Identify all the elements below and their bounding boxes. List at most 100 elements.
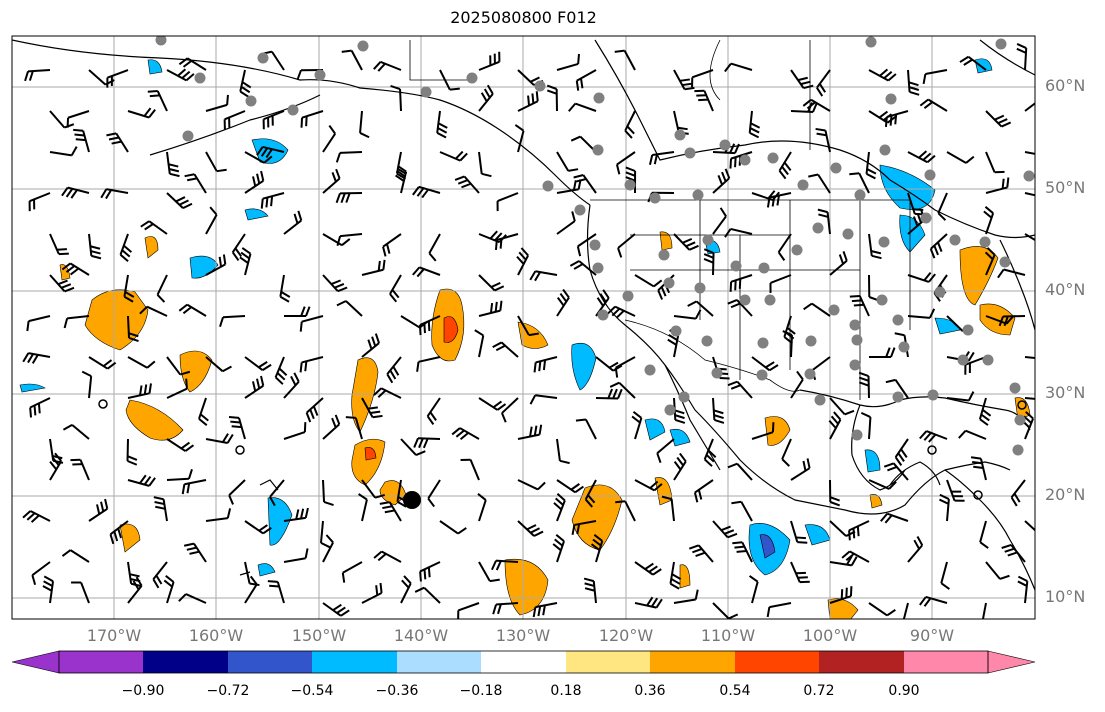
wind-barb-flag (61, 186, 69, 197)
wind-barb-flag (492, 604, 498, 615)
wind-barb-flag (143, 475, 152, 486)
wind-barb (634, 274, 663, 288)
wind-barb-flag (26, 512, 36, 521)
wind-barb-flag (933, 245, 939, 256)
lon-label: 100°W (802, 626, 858, 645)
wind-barb-staff (244, 179, 264, 194)
wind-barb-flag (305, 412, 312, 423)
station-marker (644, 364, 656, 376)
wind-barb-staff (826, 212, 831, 235)
wind-barb (166, 438, 195, 452)
wind-barb (361, 479, 385, 499)
wind-barb-staff (946, 498, 950, 522)
wind-barb-flag (367, 339, 373, 350)
wind-barb-flag (729, 143, 736, 154)
wind-barb-flag (63, 318, 69, 329)
station-marker (805, 335, 817, 347)
wind-barb (575, 418, 597, 440)
wind-barb (389, 274, 402, 303)
wind-barb-staff (29, 397, 51, 409)
wind-barb (279, 274, 291, 303)
wind-barb-flag (923, 101, 933, 109)
wind-barb-staff (790, 520, 799, 543)
wind-barb-flag (727, 462, 738, 469)
wind-barb-flag (455, 150, 464, 160)
wind-barb-flag (703, 257, 714, 264)
wind-barb (70, 458, 90, 481)
wind-barb-staff (148, 220, 168, 235)
station-marker (694, 282, 706, 294)
wind-barb (61, 186, 90, 199)
wind-barb-staff (418, 185, 441, 194)
wind-barb-staff (790, 110, 814, 113)
wind-barb-flag (309, 409, 315, 420)
open-circle-marker (1017, 400, 1027, 410)
station-marker (622, 290, 634, 302)
wind-barb-staff (925, 69, 948, 76)
wind-barb-flag (890, 347, 896, 358)
wind-barb-flag (657, 289, 664, 300)
wind-barb-flag (156, 294, 166, 303)
wind-barb-staff (615, 356, 636, 369)
wind-barb-flag (395, 174, 405, 182)
wind-barb-staff (712, 151, 736, 155)
wind-barb (419, 561, 441, 582)
station-marker (920, 212, 932, 224)
wind-barb-staff (205, 214, 218, 235)
wind-barb-flag (909, 90, 920, 96)
wind-barb-staff (388, 501, 402, 522)
wind-barb-flag (660, 286, 667, 297)
wind-barb (919, 430, 948, 443)
wind-barb-flag (728, 613, 739, 619)
wind-barb (778, 151, 792, 180)
wind-barb-flag (100, 188, 108, 199)
wind-barb-flag (546, 89, 558, 95)
station-marker (924, 169, 936, 181)
wind-barb-flag (241, 247, 252, 255)
wind-barb-flag (169, 172, 180, 178)
wind-barb (782, 330, 793, 358)
wind-barb-flag (553, 502, 563, 511)
wind-barb (693, 479, 714, 503)
wind-barb-flag (189, 550, 200, 555)
wind-barb-flag (497, 603, 502, 615)
wind-barb-flag (526, 524, 537, 531)
wind-barb (26, 315, 51, 332)
wind-barb-staff (419, 266, 441, 276)
wind-barb-staff (595, 356, 614, 372)
wind-barb (49, 274, 75, 293)
wind-barb (478, 274, 505, 292)
wind-barb-staff (380, 60, 402, 71)
station-marker (814, 394, 826, 406)
wind-barb-flag (186, 483, 191, 494)
wind-barb-flag (178, 593, 187, 602)
wind-barb-flag (575, 80, 580, 91)
colorbar-tick-label: −0.90 (121, 683, 165, 699)
wind-barb-staff (691, 69, 714, 79)
wind-barb (984, 247, 996, 276)
wind-barb (474, 329, 485, 358)
wind-barb-flag (33, 405, 37, 416)
station-marker (592, 144, 604, 156)
wind-barb (1001, 543, 1026, 563)
wind-barb-staff (907, 192, 916, 215)
wind-barb-staff (339, 151, 363, 154)
wind-barb-staff (205, 438, 228, 445)
wind-barb (919, 595, 948, 607)
wind-barb (88, 356, 117, 370)
wind-barb-staff (517, 433, 540, 440)
wind-barb-flag (330, 279, 341, 286)
wind-barb-flag (24, 71, 29, 82)
wind-barb-staff (239, 69, 246, 92)
wind-barb-flag (494, 232, 503, 242)
wind-barb-flag (415, 450, 426, 456)
wind-barb-flag (533, 362, 537, 373)
wind-barb-flag (341, 49, 352, 53)
wind-barb-staff (712, 520, 729, 539)
wind-barb-flag (655, 598, 663, 609)
wind-barb-flag (928, 433, 937, 443)
wind-barb-flag (684, 86, 695, 91)
station-marker (851, 334, 863, 346)
wind-barb-flag (608, 361, 619, 369)
station-marker (739, 154, 751, 166)
